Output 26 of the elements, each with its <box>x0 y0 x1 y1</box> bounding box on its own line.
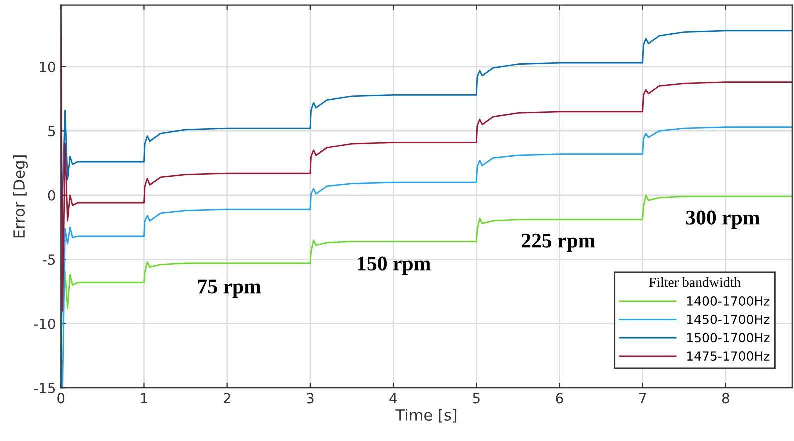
y-axis-title: Error [Deg] <box>13 156 28 238</box>
legend-label: 1400-1700Hz <box>687 296 770 306</box>
y-tick-label: -5 <box>43 254 56 266</box>
x-tick-label: 0 <box>58 393 65 404</box>
x-tick-label: 7 <box>640 393 646 404</box>
annotation: 75 rpm <box>198 280 262 298</box>
y-tick-label: -10 <box>34 318 56 330</box>
x-tick-label: 4 <box>390 393 398 404</box>
annotation: 300 rpm <box>686 210 760 230</box>
x-tick-label: 5 <box>473 393 480 404</box>
legend-title: Filter bandwidth <box>649 277 741 288</box>
x-tick-label: 1 <box>141 393 148 404</box>
y-tick-label: -15 <box>34 383 56 394</box>
legend-label: 1475-1700Hz <box>687 352 770 362</box>
legend-label: 1450-1700Hz <box>687 314 770 324</box>
x-tick-label: 2 <box>224 393 230 404</box>
x-tick-label: 3 <box>307 393 314 404</box>
legend-label: 1500-1700Hz <box>687 333 770 343</box>
y-tick-label: 10 <box>40 62 56 72</box>
annotation: 150 rpm <box>358 256 431 276</box>
x-tick-label: 6 <box>556 393 564 404</box>
annotation: 225 rpm <box>522 234 596 252</box>
x-tick-label: 8 <box>722 393 730 404</box>
x-axis-title: Time [s] <box>396 409 457 423</box>
y-tick-label: 5 <box>48 126 56 137</box>
y-tick-label: 0 <box>48 190 56 201</box>
